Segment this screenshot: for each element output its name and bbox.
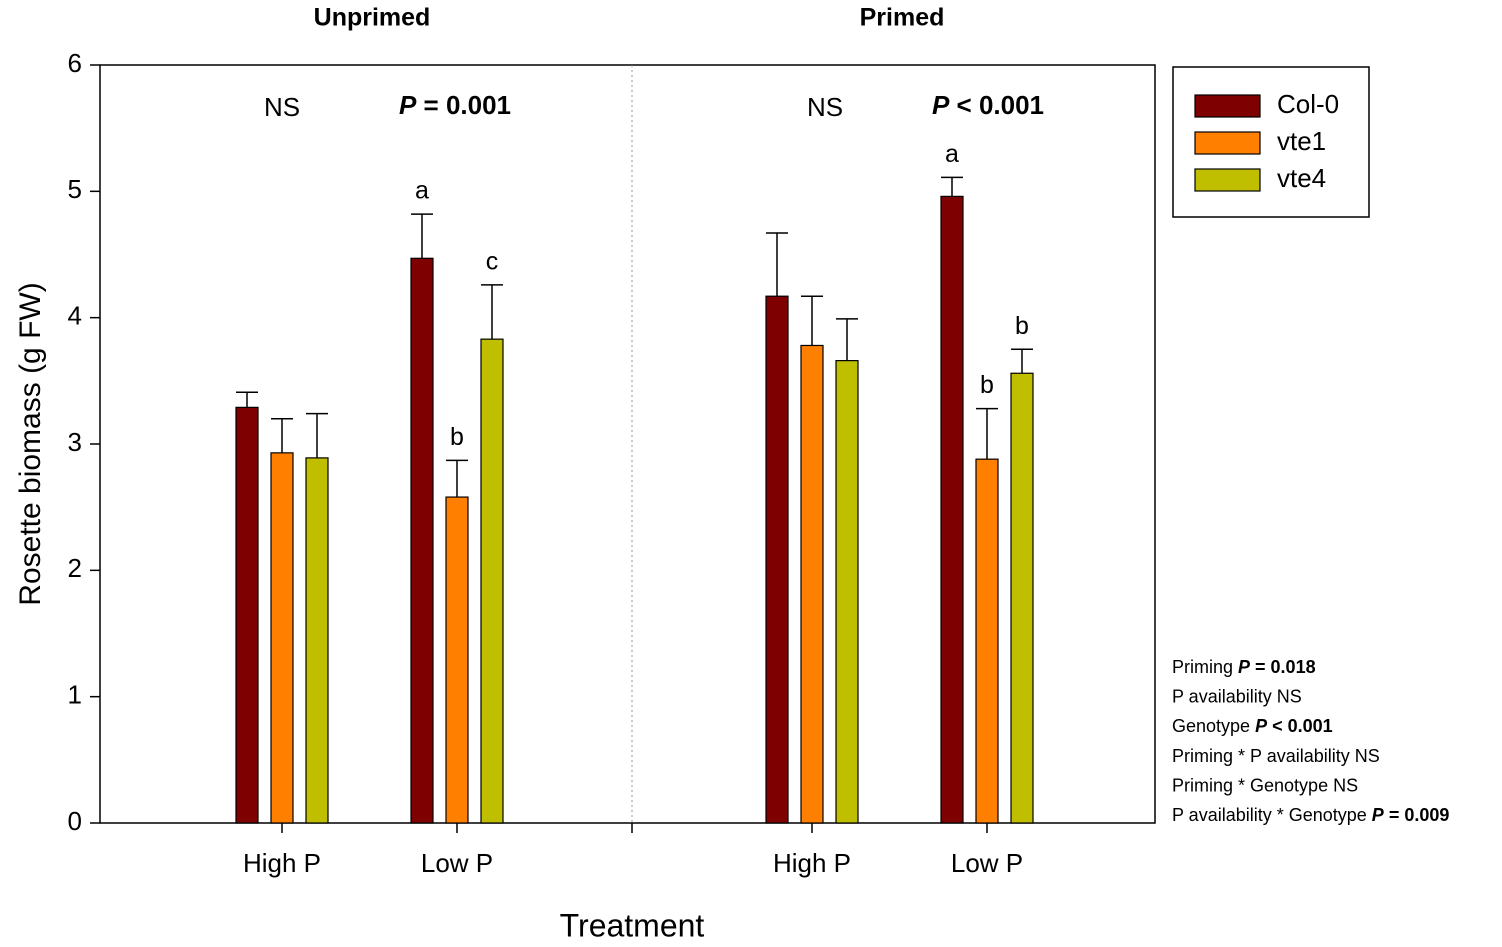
y-tick-label: 5 <box>68 174 82 204</box>
x-tick-label: High P <box>773 848 851 878</box>
bar <box>765 295 789 824</box>
stat-symbol: P <box>932 90 950 120</box>
stat-value: = 0.009 <box>1384 805 1450 825</box>
legend-swatch <box>1194 94 1261 118</box>
x-tick-label: High P <box>243 848 321 878</box>
significance-letter: a <box>415 177 429 205</box>
significance-letter: b <box>1015 312 1029 340</box>
stat-value: < 0.001 <box>1267 716 1333 736</box>
group-note: NS <box>807 92 843 122</box>
significance-letter: b <box>980 371 994 399</box>
note-text: Priming * Genotype NS <box>1172 775 1358 795</box>
legend-label: vte1 <box>1277 126 1326 156</box>
stats-note: P availability NS <box>1172 686 1302 706</box>
y-tick-label: 6 <box>68 48 82 78</box>
bar <box>445 496 469 824</box>
bar <box>975 458 999 824</box>
stat-value: = 0.018 <box>1250 657 1316 677</box>
x-tick-label: Low P <box>421 848 493 878</box>
stats-note: Priming P = 0.018 <box>1172 657 1316 677</box>
significance-letter: c <box>486 247 499 275</box>
note-text: NS <box>264 92 300 122</box>
y-tick-label: 1 <box>68 680 82 710</box>
stats-note: Priming * P availability NS <box>1172 746 1380 766</box>
x-tick-label: Low P <box>951 848 1023 878</box>
bar <box>410 257 434 824</box>
stat-symbol: P <box>399 90 417 120</box>
note-text: < 0.001 <box>949 90 1044 120</box>
note-text: P availability * Genotype <box>1172 805 1372 825</box>
y-tick-label: 4 <box>68 301 82 331</box>
note-text: Priming <box>1172 657 1238 677</box>
note-text: P availability NS <box>1172 686 1302 706</box>
stat-symbol: P <box>1238 657 1251 677</box>
y-tick-label: 2 <box>68 553 82 583</box>
legend-label: Col-0 <box>1277 89 1339 119</box>
stats-note: P availability * Genotype P = 0.009 <box>1172 805 1449 825</box>
note-text: NS <box>807 92 843 122</box>
panel-title: Unprimed <box>314 4 431 32</box>
note-text: = 0.001 <box>416 90 511 120</box>
stats-note: Genotype P < 0.001 <box>1172 716 1333 736</box>
bar <box>1010 372 1034 824</box>
bar <box>480 338 504 824</box>
legend-label: vte4 <box>1277 163 1326 193</box>
stat-symbol: P <box>1372 805 1385 825</box>
group-note: NS <box>264 92 300 122</box>
bar <box>835 360 859 824</box>
bar <box>305 457 329 824</box>
bar <box>800 344 824 824</box>
legend-swatch <box>1194 131 1261 155</box>
bar <box>940 195 964 824</box>
group-note: P < 0.001 <box>932 90 1044 120</box>
note-text: Genotype <box>1172 716 1255 736</box>
note-text: Priming * P availability NS <box>1172 746 1380 766</box>
y-tick-label: 3 <box>68 427 82 457</box>
group-note: P = 0.001 <box>399 90 511 120</box>
stat-symbol: P <box>1255 716 1268 736</box>
stats-note: Priming * Genotype NS <box>1172 775 1358 795</box>
panel-title: Primed <box>860 4 945 32</box>
significance-letter: a <box>945 140 959 168</box>
significance-letter: b <box>450 423 464 451</box>
y-tick-label: 0 <box>68 806 82 836</box>
legend-swatch <box>1194 168 1261 192</box>
y-axis-title: Rosette biomass (g FW) <box>14 282 47 605</box>
x-axis-title: Treatment <box>560 907 705 943</box>
bar <box>235 406 259 824</box>
bar <box>270 452 294 824</box>
